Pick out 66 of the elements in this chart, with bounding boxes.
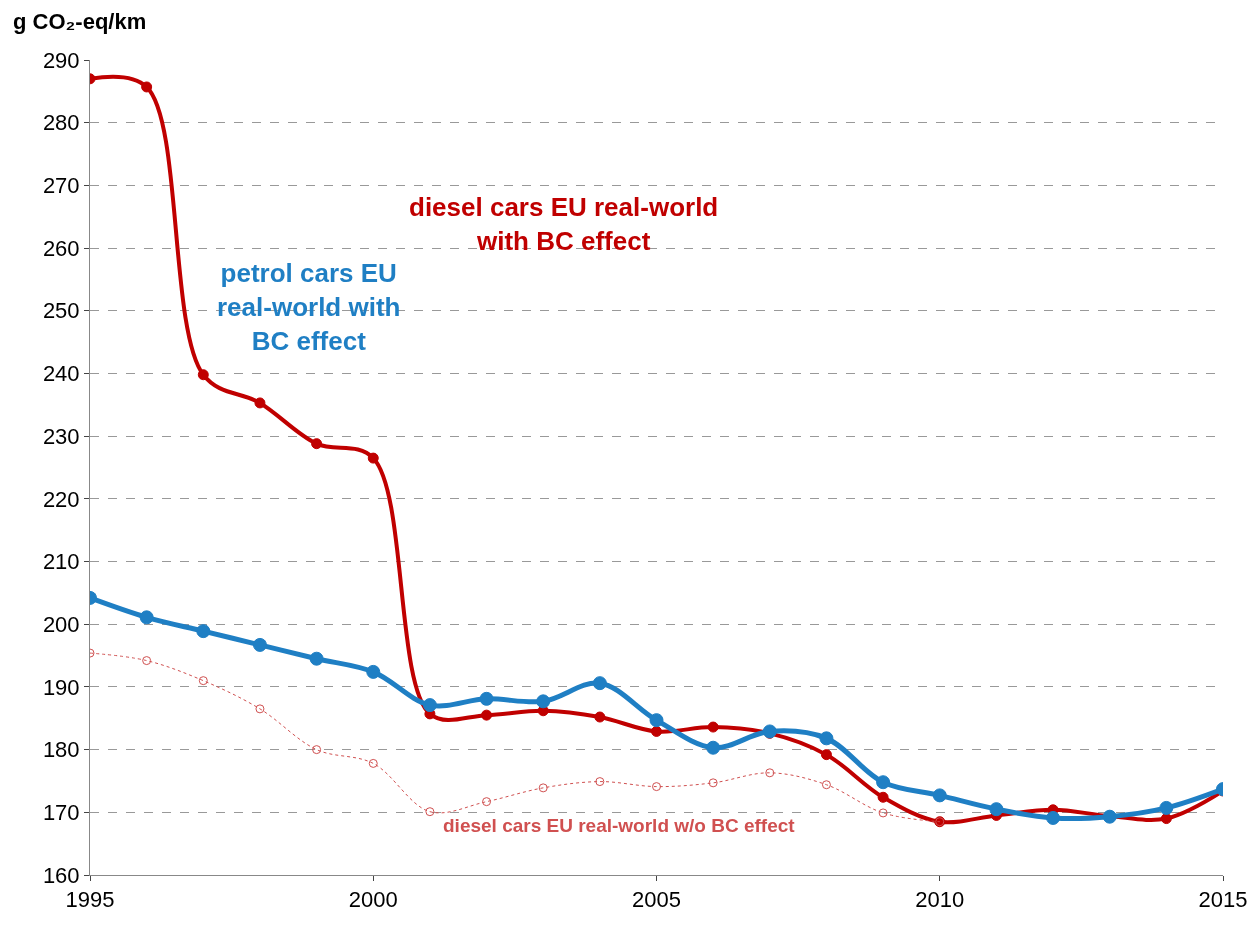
x-tick-label: 2015 — [1198, 887, 1248, 913]
y-tick-label: 260 — [42, 235, 80, 261]
point — [367, 452, 379, 464]
y-tick-label: 160 — [42, 862, 80, 888]
point — [765, 768, 775, 778]
y-tick-label: 200 — [42, 611, 80, 637]
point — [254, 397, 266, 409]
point — [196, 624, 211, 639]
point — [425, 807, 435, 817]
point — [652, 782, 661, 792]
x-tick-label: 2005 — [632, 887, 681, 913]
y-tick-label: 290 — [42, 47, 80, 73]
point — [878, 808, 888, 818]
point — [482, 797, 492, 807]
x-tick-label: 2010 — [915, 887, 965, 913]
point — [142, 656, 152, 666]
point — [595, 777, 605, 787]
point — [651, 725, 662, 737]
point — [197, 369, 209, 381]
point — [592, 676, 607, 691]
point — [198, 676, 208, 686]
y-tick-label: 230 — [42, 423, 80, 449]
point — [368, 758, 378, 768]
point — [1159, 800, 1174, 815]
point — [932, 788, 947, 803]
x-tick-label: 2000 — [348, 887, 398, 913]
y-tick-label: 190 — [42, 674, 80, 700]
point — [366, 664, 381, 679]
point — [422, 698, 437, 713]
point — [594, 711, 606, 723]
point — [819, 731, 834, 746]
point — [707, 721, 719, 733]
point — [536, 694, 551, 709]
point — [877, 791, 889, 803]
point — [312, 745, 322, 755]
point — [538, 783, 548, 793]
text: diesel cars EU real-world with BC effect — [409, 192, 719, 256]
point — [708, 778, 718, 788]
y-tick-label: 210 — [42, 549, 80, 575]
y-tick-label: 170 — [42, 800, 80, 826]
point — [876, 775, 891, 790]
y-axis-title: g CO₂-eq/km — [13, 9, 147, 34]
point — [141, 81, 153, 93]
point — [255, 704, 265, 714]
series-label: diesel cars EU real-world w/o BC effect — [443, 815, 796, 836]
y-tick-label: 240 — [42, 361, 80, 387]
point — [706, 740, 721, 755]
point — [139, 610, 154, 625]
point — [989, 802, 1004, 817]
point — [479, 691, 494, 706]
point — [309, 651, 324, 666]
point — [1046, 810, 1061, 825]
y-tick-label: 270 — [42, 173, 80, 199]
point — [311, 438, 323, 450]
y-tick-label: 180 — [42, 737, 80, 763]
point — [1160, 813, 1172, 825]
y-tick-label: 280 — [42, 110, 80, 136]
point — [252, 637, 267, 652]
point — [821, 780, 831, 790]
point — [820, 749, 832, 761]
y-tick-label: 250 — [42, 298, 80, 324]
point — [649, 713, 664, 728]
x-tick-label: 1995 — [65, 887, 115, 913]
text: petrol cars EU real-world with BC effect — [217, 258, 401, 356]
point — [481, 709, 493, 721]
y-tick-label: 220 — [42, 486, 80, 512]
